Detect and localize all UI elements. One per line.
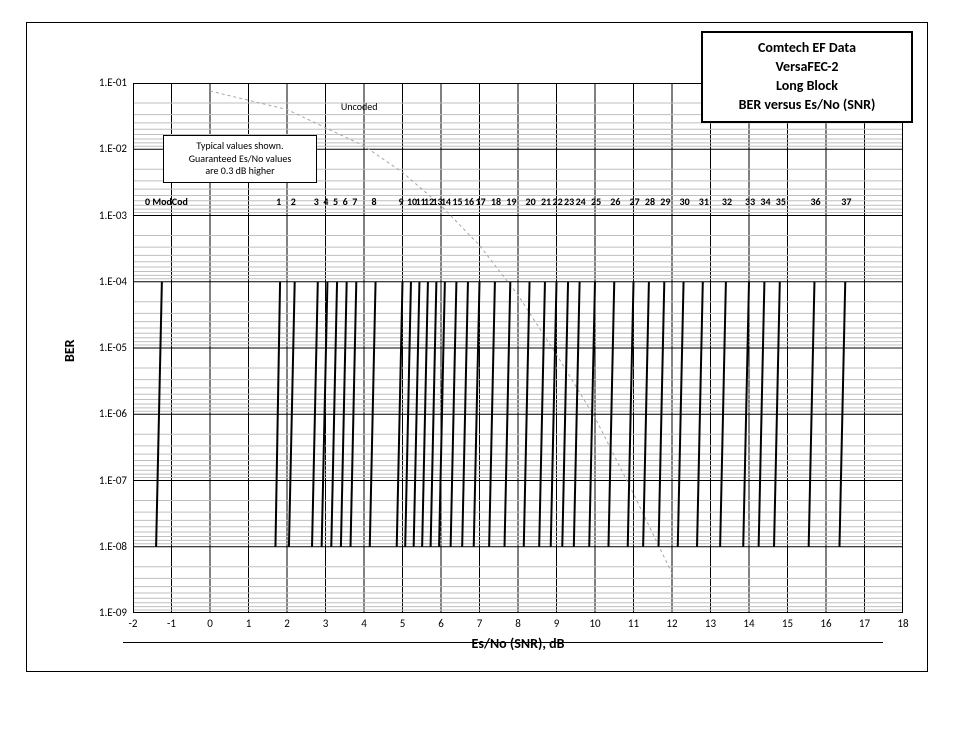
x-tick-label: 14 xyxy=(734,617,764,630)
note-line: are 0.3 dB higher xyxy=(170,165,310,178)
modcod-number: 20 xyxy=(526,195,536,208)
modcod-number: 17 xyxy=(476,195,486,208)
modcod-number: 28 xyxy=(645,195,655,208)
modcod-number: 26 xyxy=(610,195,620,208)
modcod-number: 8 xyxy=(372,195,377,208)
modcod-number: 7 xyxy=(352,195,357,208)
modcod-number: 27 xyxy=(630,195,640,208)
modcod-number: 25 xyxy=(591,195,601,208)
x-tick-label: 8 xyxy=(503,617,533,630)
y-tick-label: 1.E-01 xyxy=(83,76,127,89)
modcod-number: 16 xyxy=(464,195,474,208)
x-tick-label: 18 xyxy=(888,617,918,630)
x-tick-label: -2 xyxy=(118,617,148,630)
modcod-number: 29 xyxy=(660,195,670,208)
modcod-number: 24 xyxy=(576,195,586,208)
x-tick-label: 6 xyxy=(426,617,456,630)
x-tick-label: 1 xyxy=(234,617,264,630)
y-tick-label: 1.E-04 xyxy=(83,275,127,288)
title-line: BER versus Es/No (SNR) xyxy=(713,96,901,115)
x-tick-label: 4 xyxy=(349,617,379,630)
title-line: Long Block xyxy=(713,77,901,96)
x-tick-label: 11 xyxy=(619,617,649,630)
modcod-number: 33 xyxy=(745,195,755,208)
modcod-number: 31 xyxy=(699,195,709,208)
modcod-left-label: 0 ModCod xyxy=(145,195,188,208)
x-tick-label: 0 xyxy=(195,617,225,630)
y-axis-label: BER xyxy=(61,339,78,362)
modcod-number: 21 xyxy=(541,195,551,208)
x-tick-label: 3 xyxy=(311,617,341,630)
note-line: Typical values shown. xyxy=(170,140,310,153)
x-tick-label: 12 xyxy=(657,617,687,630)
y-tick-label: 1.E-02 xyxy=(83,142,127,155)
modcod-number: 30 xyxy=(680,195,690,208)
modcod-number: 18 xyxy=(491,195,501,208)
x-tick-label: -1 xyxy=(157,617,187,630)
footnote-box: Typical values shown.Guaranteed Es/No va… xyxy=(163,135,317,183)
x-tick-label: 9 xyxy=(542,617,572,630)
modcod-number: 14 xyxy=(441,195,451,208)
page: BER Es/No (SNR), dB Comtech EF DataVersa… xyxy=(0,0,954,738)
y-tick-label: 1.E-05 xyxy=(83,341,127,354)
modcod-number-row: 0 ModCod12345678910111213141516171819202… xyxy=(133,195,903,207)
x-tick-label: 17 xyxy=(850,617,880,630)
modcod-number: 2 xyxy=(291,195,296,208)
chart-title-box: Comtech EF DataVersaFEC-2Long BlockBER v… xyxy=(701,31,913,123)
x-tick-label: 16 xyxy=(811,617,841,630)
x-tick-label: 10 xyxy=(580,617,610,630)
x-tick-label: 5 xyxy=(388,617,418,630)
x-tick-label: 13 xyxy=(696,617,726,630)
modcod-number: 22 xyxy=(553,195,563,208)
modcod-number: 37 xyxy=(841,195,851,208)
modcod-number: 19 xyxy=(506,195,516,208)
x-tick-label: 7 xyxy=(465,617,495,630)
modcod-number: 32 xyxy=(722,195,732,208)
modcod-number: 35 xyxy=(776,195,786,208)
footer-rule xyxy=(123,642,883,643)
y-tick-label: 1.E-06 xyxy=(83,407,127,420)
modcod-number: 23 xyxy=(564,195,574,208)
x-tick-label: 15 xyxy=(773,617,803,630)
modcod-number: 3 xyxy=(314,195,319,208)
title-line: Comtech EF Data xyxy=(713,39,901,58)
modcod-number: 36 xyxy=(810,195,820,208)
modcod-number: 4 xyxy=(323,195,328,208)
modcod-number: 34 xyxy=(760,195,770,208)
x-axis-label: Es/No (SNR), dB xyxy=(418,635,618,652)
chart-frame: BER Es/No (SNR), dB Comtech EF DataVersa… xyxy=(26,22,928,672)
modcod-number: 9 xyxy=(399,195,404,208)
uncoded-series-label: Uncoded xyxy=(341,100,378,113)
title-line: VersaFEC-2 xyxy=(713,58,901,77)
y-tick-label: 1.E-03 xyxy=(83,209,127,222)
modcod-number: 15 xyxy=(452,195,462,208)
x-tick-label: 2 xyxy=(272,617,302,630)
y-tick-label: 1.E-07 xyxy=(83,474,127,487)
modcod-number: 6 xyxy=(343,195,348,208)
modcod-number: 1 xyxy=(276,195,281,208)
y-tick-label: 1.E-08 xyxy=(83,540,127,553)
modcod-number: 5 xyxy=(333,195,338,208)
